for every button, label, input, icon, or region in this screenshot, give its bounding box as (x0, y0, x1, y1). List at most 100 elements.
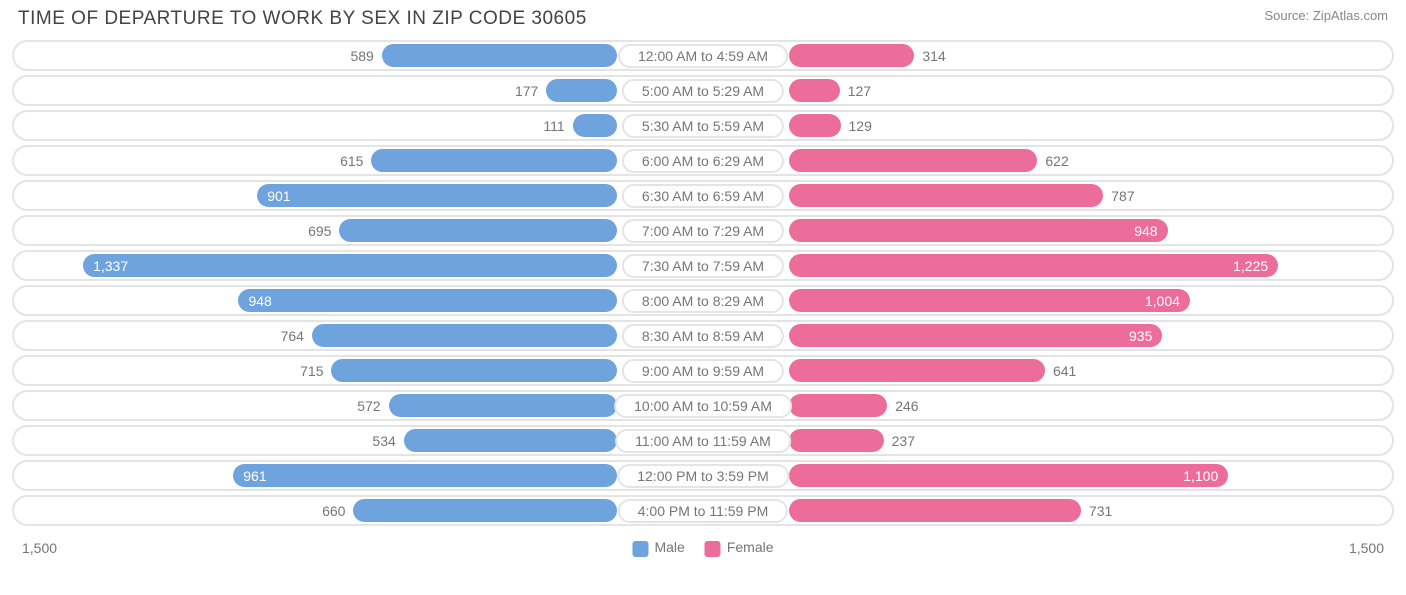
female-value-label: 935 (1129, 328, 1152, 344)
female-value-label: 1,004 (1145, 293, 1180, 309)
female-bar: 1,004 (789, 289, 1190, 312)
female-bar (789, 499, 1081, 522)
category-label: 5:00 AM to 5:29 AM (622, 79, 784, 103)
male-bar (312, 324, 617, 347)
male-half: 177 (18, 79, 617, 102)
legend-label: Male (654, 539, 684, 555)
axis-max-left: 1,500 (22, 540, 57, 556)
male-bar (546, 79, 617, 102)
male-half: 901 (18, 184, 617, 207)
male-bar (573, 114, 617, 137)
male-bar (382, 44, 617, 67)
female-value-label: 641 (1045, 363, 1084, 379)
chart-row: 53423711:00 AM to 11:59 AM (12, 425, 1394, 456)
axis-max-right: 1,500 (1349, 540, 1384, 556)
category-label: 12:00 AM to 4:59 AM (618, 44, 788, 68)
male-bar (371, 149, 617, 172)
male-value-label: 660 (314, 503, 353, 519)
female-half: 246 (789, 394, 1388, 417)
chart-row: 615 622 6:00 AM to 6:29 AM (12, 145, 1394, 176)
female-half: 1,100 (789, 464, 1388, 487)
female-bar (789, 79, 840, 102)
male-value-label: 715 (292, 363, 331, 379)
chart-row: 6959487:00 AM to 7:29 AM (12, 215, 1394, 246)
female-bar (789, 44, 914, 67)
female-half: 127 (789, 79, 1388, 102)
female-value-label: 246 (887, 398, 926, 414)
chart-rows: 589 31412:00 AM to 4:59 AM 177 127 5:00 AM t… (12, 40, 1394, 526)
male-value-label: 615 (332, 153, 371, 169)
female-half: 237 (789, 429, 1388, 452)
chart-footer: 1,500 Male Female 1,500 (12, 532, 1394, 558)
female-bar: 935 (789, 324, 1162, 347)
male-half: 764 (18, 324, 617, 347)
legend-item: Male (632, 539, 684, 556)
category-label: 9:00 AM to 9:59 AM (622, 359, 784, 383)
category-label: 12:00 PM to 3:59 PM (617, 464, 789, 488)
female-bar (789, 114, 841, 137)
female-bar (789, 149, 1037, 172)
male-value-label: 111 (535, 118, 572, 134)
male-half: 1,337 (18, 254, 617, 277)
male-half: 695 (18, 219, 617, 242)
male-bar (389, 394, 617, 417)
female-value-label: 731 (1081, 503, 1120, 519)
legend-label: Female (727, 539, 774, 555)
female-value-label: 127 (840, 83, 879, 99)
chart-source: Source: ZipAtlas.com (1264, 8, 1388, 23)
male-half: 111 (18, 114, 617, 137)
legend: Male Female (632, 539, 773, 556)
female-value-label: 787 (1103, 188, 1142, 204)
category-label: 4:00 PM to 11:59 PM (618, 499, 788, 523)
female-value-label: 622 (1037, 153, 1076, 169)
female-value-label: 129 (841, 118, 880, 134)
male-bar: 1,337 (83, 254, 617, 277)
male-value-label: 948 (248, 293, 271, 309)
male-bar (339, 219, 617, 242)
female-bar (789, 184, 1103, 207)
female-half: 935 (789, 324, 1388, 347)
female-half: 1,004 (789, 289, 1388, 312)
female-value-label: 1,100 (1183, 468, 1218, 484)
male-value-label: 589 (342, 48, 381, 64)
female-half: 129 (789, 114, 1388, 137)
male-bar (353, 499, 617, 522)
male-value-label: 961 (243, 468, 266, 484)
male-bar (404, 429, 617, 452)
legend-swatch (705, 541, 721, 557)
category-label: 7:30 AM to 7:59 AM (622, 254, 784, 278)
male-half: 660 (18, 499, 617, 522)
female-half: 731 (789, 499, 1388, 522)
male-bar: 961 (233, 464, 617, 487)
female-half: 641 (789, 359, 1388, 382)
female-value-label: 1,225 (1233, 258, 1268, 274)
male-half: 615 (18, 149, 617, 172)
category-label: 7:00 AM to 7:29 AM (622, 219, 784, 243)
chart-row: 1,337 1,225 7:30 AM to 7:59 AM (12, 250, 1394, 281)
legend-swatch (632, 541, 648, 557)
male-half: 572 (18, 394, 617, 417)
category-label: 8:30 AM to 8:59 AM (622, 324, 784, 348)
female-bar: 1,100 (789, 464, 1228, 487)
female-bar (789, 429, 884, 452)
male-value-label: 1,337 (93, 258, 128, 274)
category-label: 5:30 AM to 5:59 AM (622, 114, 784, 138)
chart-title: TIME OF DEPARTURE TO WORK BY SEX IN ZIP … (18, 8, 587, 30)
female-half: 314 (789, 44, 1388, 67)
male-value-label: 572 (349, 398, 388, 414)
female-bar (789, 359, 1045, 382)
chart-row: 177 127 5:00 AM to 5:29 AM (12, 75, 1394, 106)
chart-row: 589 31412:00 AM to 4:59 AM (12, 40, 1394, 71)
female-half: 622 (789, 149, 1388, 172)
male-value-label: 901 (267, 188, 290, 204)
chart-row: 9017876:30 AM to 6:59 AM (12, 180, 1394, 211)
male-value-label: 177 (507, 83, 546, 99)
male-value-label: 534 (364, 433, 403, 449)
female-bar (789, 394, 887, 417)
male-bar: 948 (238, 289, 617, 312)
category-label: 6:00 AM to 6:29 AM (622, 149, 784, 173)
chart-header: TIME OF DEPARTURE TO WORK BY SEX IN ZIP … (12, 8, 1394, 40)
chart-row: 660 731 4:00 PM to 11:59 PM (12, 495, 1394, 526)
male-half: 715 (18, 359, 617, 382)
female-bar: 1,225 (789, 254, 1278, 277)
